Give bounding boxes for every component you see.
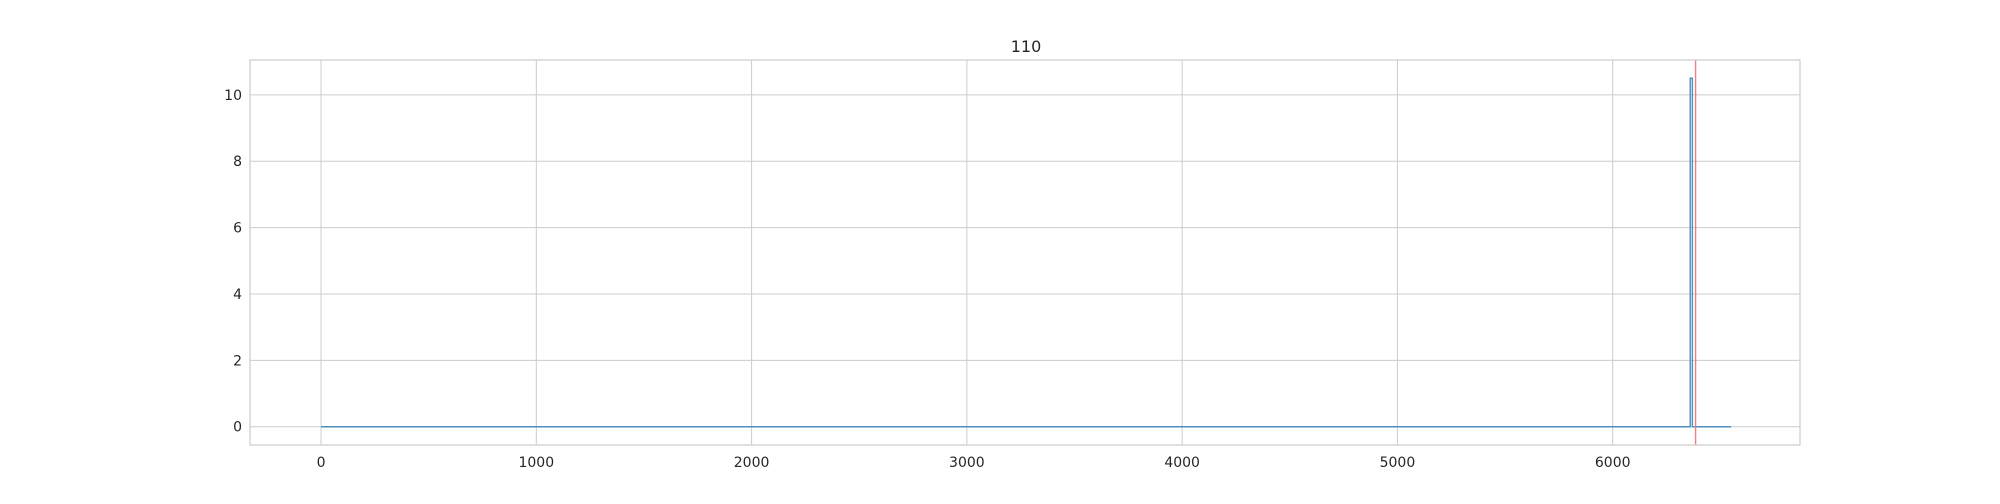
y-tick-label: 0 — [233, 420, 242, 436]
x-tick-label: 1000 — [518, 455, 554, 471]
plot-frame — [249, 59, 1801, 446]
x-tick-label: 5000 — [1380, 455, 1416, 471]
x-tick-label: 3000 — [949, 455, 985, 471]
series-lines — [321, 77, 1732, 428]
tick-labels: 0 1000 2000 3000 4000 5000 6000 0 2 4 6 8 10 — [224, 88, 1630, 471]
x-tick-label: 0 — [317, 455, 326, 471]
grid — [250, 60, 1800, 445]
x-tick-label: 4000 — [1164, 455, 1200, 471]
chart-title: 110 — [1011, 37, 1042, 56]
y-tick-label: 8 — [233, 154, 242, 170]
y-tick-label: 6 — [233, 221, 242, 237]
x-tick-label: 6000 — [1595, 455, 1631, 471]
y-tick-label: 4 — [233, 287, 242, 303]
y-tick-label: 10 — [224, 88, 242, 104]
series-line-0 — [321, 77, 1732, 428]
x-tick-label: 2000 — [734, 455, 770, 471]
y-tick-label: 2 — [233, 353, 242, 369]
